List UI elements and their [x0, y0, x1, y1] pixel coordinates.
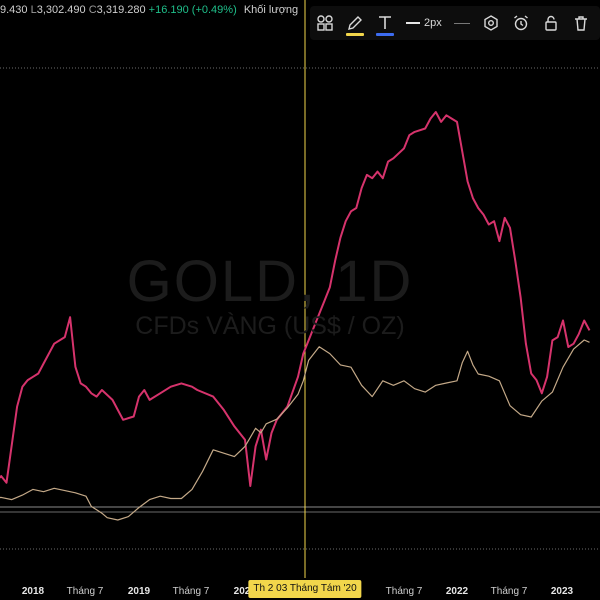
- x-tick-label: 2023: [550, 586, 574, 597]
- x-tick-label: 2019: [127, 586, 151, 597]
- line-width-icon: [406, 22, 420, 24]
- text-color-button[interactable]: [372, 8, 398, 38]
- text-color-swatch: [376, 33, 394, 36]
- x-tick-label: 2022: [445, 586, 469, 597]
- series-line-gold: [0, 339, 590, 521]
- series-line-pink: [0, 111, 591, 487]
- line-style-icon[interactable]: [453, 22, 470, 24]
- pencil-color-swatch: [346, 33, 364, 36]
- close-value: 3,319.280: [96, 4, 146, 16]
- x-tick-label: Tháng 7: [172, 586, 210, 597]
- drawing-toolbar: 2px: [310, 6, 600, 40]
- low-key: L: [30, 4, 37, 16]
- templates-icon: [317, 15, 333, 31]
- close-key: C: [88, 4, 97, 16]
- lock-icon: [545, 15, 557, 31]
- trash-icon: [574, 16, 587, 31]
- crosshair-date-label: Th 2 03 Tháng Tám '20: [248, 580, 362, 598]
- low-value: 3,302.490: [36, 4, 86, 16]
- ohlc-legend: 9.430 L3,302.490 C3,319.280 +16.190 (+0.…: [0, 4, 298, 16]
- pencil-icon: [348, 16, 362, 30]
- x-tick-label: Tháng 7: [385, 586, 423, 597]
- x-tick-label: 2018: [21, 586, 45, 597]
- x-tick-label: Tháng 7: [66, 586, 104, 597]
- line-width-button[interactable]: 2px: [406, 17, 442, 29]
- delete-button[interactable]: [568, 8, 594, 38]
- pencil-color-button[interactable]: [342, 8, 368, 38]
- alarm-clock-icon: [513, 15, 528, 31]
- open-fragment: 9.430: [0, 4, 28, 16]
- settings-button[interactable]: [478, 8, 504, 38]
- x-tick-label: 202: [233, 586, 251, 597]
- text-icon: [379, 16, 391, 29]
- volume-label[interactable]: Khối lượng: [243, 4, 299, 16]
- settings-hexagon-icon: [484, 15, 498, 31]
- alert-button[interactable]: [508, 8, 534, 38]
- x-tick-label: Tháng 7: [490, 586, 528, 597]
- lock-button[interactable]: [538, 8, 564, 38]
- line-width-label: 2px: [424, 17, 442, 29]
- templates-button[interactable]: [312, 8, 338, 38]
- change-value: +16.190 (+0.49%): [148, 4, 237, 16]
- x-axis[interactable]: 2018 Tháng 7 2019 Tháng 7 202 Tháng 7 20…: [0, 578, 600, 600]
